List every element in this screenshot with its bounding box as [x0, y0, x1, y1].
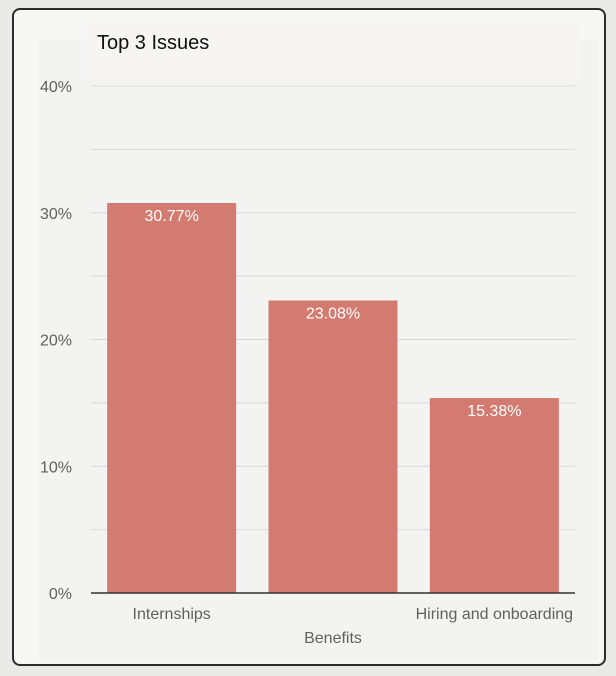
- bars: [107, 202, 559, 594]
- y-tick-label: 30%: [40, 206, 72, 223]
- x-axis-ticks: Internships Hiring and onboarding: [133, 606, 574, 623]
- x-tick-label: Internships: [133, 606, 211, 623]
- bar: [268, 300, 398, 593]
- y-tick-label: 20%: [40, 333, 72, 350]
- bar-value-label: 30.77%: [145, 208, 199, 225]
- y-tick-label: 0%: [49, 586, 72, 603]
- bar-chart: 0% 10% 20% 30% 40% 30.77% 23.08% 15.38% Intern…: [40, 79, 575, 647]
- y-axis-ticks: 0% 10% 20% 30% 40%: [40, 79, 72, 603]
- bar: [107, 202, 237, 594]
- bar-value-label: 23.08%: [306, 305, 360, 322]
- bar: [429, 398, 559, 593]
- x-tick-label: Hiring and onboarding: [416, 606, 573, 623]
- chart-title: Top 3 Issues: [97, 32, 210, 54]
- bar-value-label: 15.38%: [467, 403, 521, 420]
- bar-value-labels: 30.77% 23.08% 15.38%: [145, 208, 522, 420]
- chart-card: Top 3 Issues 0% 10% 20% 30% 40% 30.77% 23.08%…: [12, 8, 606, 666]
- y-tick-label: 10%: [40, 459, 72, 476]
- title-band: [86, 24, 580, 80]
- y-tick-label: 40%: [40, 79, 72, 96]
- x-axis-title: Benefits: [304, 630, 362, 647]
